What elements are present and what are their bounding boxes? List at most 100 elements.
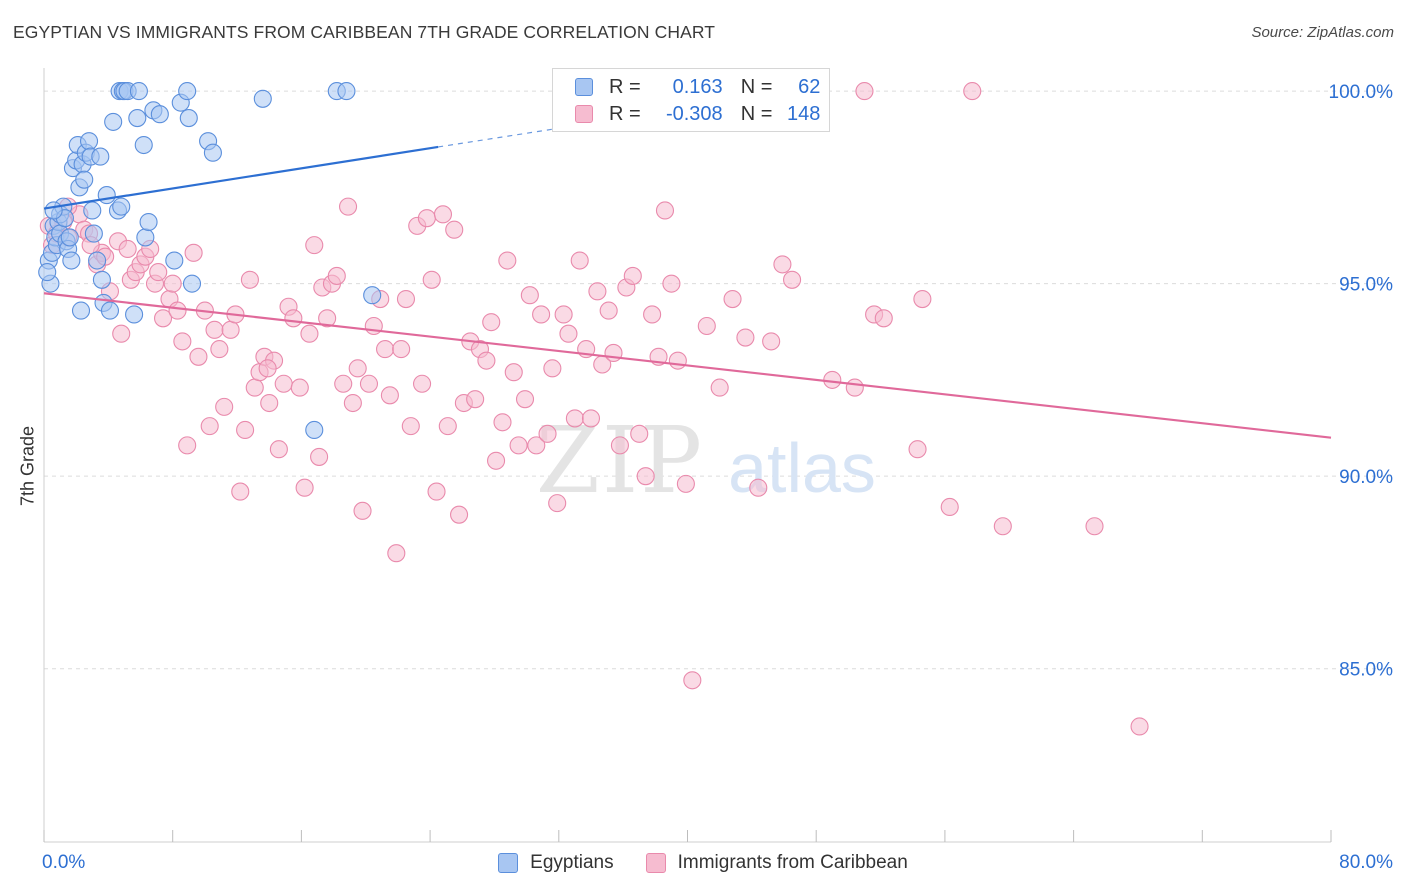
egyptian-point bbox=[60, 228, 79, 247]
y-tick-labels: 85.0% 90.0% 95.0% 100.0% bbox=[1329, 82, 1394, 681]
caribbean-point bbox=[284, 309, 303, 328]
caribbean-point bbox=[783, 270, 802, 289]
caribbean-point bbox=[450, 505, 469, 524]
caribbean-point bbox=[509, 436, 528, 455]
y-tick-label: 95.0% bbox=[1339, 275, 1393, 296]
caribbean-point bbox=[236, 420, 255, 440]
caribbean-point bbox=[380, 386, 399, 405]
egyptian-point bbox=[363, 286, 382, 305]
caribbean-point bbox=[205, 320, 224, 339]
legend-item-egyptians[interactable]: Egyptians bbox=[498, 852, 614, 874]
caribbean-point bbox=[515, 390, 535, 409]
caribbean-point bbox=[178, 436, 197, 455]
caribbean-point bbox=[210, 340, 229, 359]
egyptian-point bbox=[203, 143, 222, 162]
caribbean-point bbox=[493, 413, 512, 432]
caribbean-point bbox=[749, 478, 768, 497]
egyptian-point bbox=[182, 274, 202, 293]
egyptian-point bbox=[134, 135, 153, 155]
egyptian-point bbox=[165, 251, 184, 270]
caribbean-point bbox=[290, 378, 309, 397]
caribbean-point bbox=[433, 205, 453, 224]
caribbean-point bbox=[149, 263, 168, 282]
caribbean-point bbox=[504, 363, 523, 382]
caribbean-point bbox=[527, 436, 546, 455]
egyptian-point bbox=[71, 301, 91, 320]
caribbean-point bbox=[913, 289, 932, 309]
source-label: Source: ZipAtlas.com bbox=[1251, 24, 1394, 41]
legend-n-label: N = bbox=[740, 75, 773, 98]
egyptian-point bbox=[253, 89, 272, 108]
y-axis-label: 7th Grade bbox=[17, 425, 38, 507]
caribbean-point bbox=[258, 359, 277, 378]
egyptian-point bbox=[83, 201, 102, 220]
caribbean-point bbox=[908, 440, 927, 459]
caribbean-point bbox=[339, 197, 358, 216]
egyptian-point bbox=[44, 201, 63, 220]
caribbean-point bbox=[417, 209, 436, 228]
legend-item-caribbean[interactable]: Immigrants from Caribbean bbox=[645, 852, 908, 874]
caribbean-point bbox=[543, 359, 562, 378]
caribbean-point bbox=[422, 270, 441, 289]
caribbean-point bbox=[874, 309, 893, 328]
caribbean-point bbox=[173, 332, 192, 351]
egyptian-point bbox=[337, 82, 356, 101]
legend-r-value: 0.163 bbox=[672, 75, 723, 98]
caribbean-point bbox=[168, 301, 187, 320]
caribbean-point bbox=[623, 266, 642, 285]
caribbean-point bbox=[231, 482, 250, 501]
egyptian-point bbox=[84, 224, 103, 243]
egyptian-point bbox=[129, 82, 148, 101]
egyptian-point bbox=[178, 82, 197, 101]
egyptian-points bbox=[38, 82, 382, 440]
caribbean-point bbox=[200, 417, 219, 436]
caribbean-point bbox=[1085, 517, 1104, 536]
caribbean-point bbox=[762, 332, 781, 351]
caribbean-point bbox=[683, 671, 702, 690]
caribbean-point bbox=[655, 201, 675, 220]
caribbean-point bbox=[940, 497, 959, 517]
caribbean-point bbox=[359, 374, 379, 393]
caribbean-point bbox=[348, 359, 367, 378]
caribbean-point bbox=[396, 289, 416, 309]
egyptian-point bbox=[100, 301, 120, 320]
trend-lines bbox=[43, 125, 1332, 439]
egyptian-point bbox=[38, 263, 57, 282]
egyptian-point bbox=[128, 109, 147, 128]
series-legend: Egyptians Immigrants from Caribbean bbox=[0, 852, 1406, 874]
caribbean-point bbox=[353, 501, 372, 520]
axes bbox=[43, 68, 1332, 843]
egyptian-trend-line bbox=[43, 145, 439, 210]
caribbean-point bbox=[260, 393, 279, 413]
caribbean-point bbox=[466, 390, 485, 409]
caribbean-point bbox=[643, 305, 662, 324]
caribbean-point bbox=[427, 482, 446, 501]
egyptian-point bbox=[97, 186, 116, 205]
caribbean-point bbox=[401, 417, 420, 436]
caribbean-point bbox=[1130, 717, 1149, 736]
legend-swatch-pink bbox=[645, 853, 666, 873]
caribbean-point bbox=[588, 282, 607, 301]
egyptian-point bbox=[150, 105, 169, 124]
caribbean-point bbox=[823, 370, 842, 389]
caribbean-point bbox=[487, 451, 506, 470]
chart-title: EGYPTIAN VS IMMIGRANTS FROM CARIBBEAN 7T… bbox=[13, 22, 716, 42]
caribbean-point bbox=[736, 328, 755, 347]
legend-swatch-blue bbox=[498, 853, 519, 873]
caribbean-point bbox=[565, 409, 584, 428]
caribbean-point bbox=[274, 374, 293, 393]
caribbean-point bbox=[438, 417, 457, 436]
x-tick-max: 80.0% bbox=[1339, 852, 1393, 873]
caribbean-point bbox=[327, 266, 346, 285]
caribbean-point bbox=[662, 274, 681, 293]
caribbean-point bbox=[392, 340, 411, 359]
egyptian-point bbox=[125, 305, 144, 324]
caribbean-point bbox=[710, 378, 729, 397]
caribbean-point bbox=[245, 378, 264, 397]
caribbean-point bbox=[189, 347, 208, 366]
egyptian-point bbox=[104, 112, 123, 131]
legend-r-label: R = bbox=[609, 75, 641, 98]
legend-row-egyptians: R = 0.163 N = 62 bbox=[575, 75, 820, 99]
caribbean-point bbox=[387, 544, 406, 563]
